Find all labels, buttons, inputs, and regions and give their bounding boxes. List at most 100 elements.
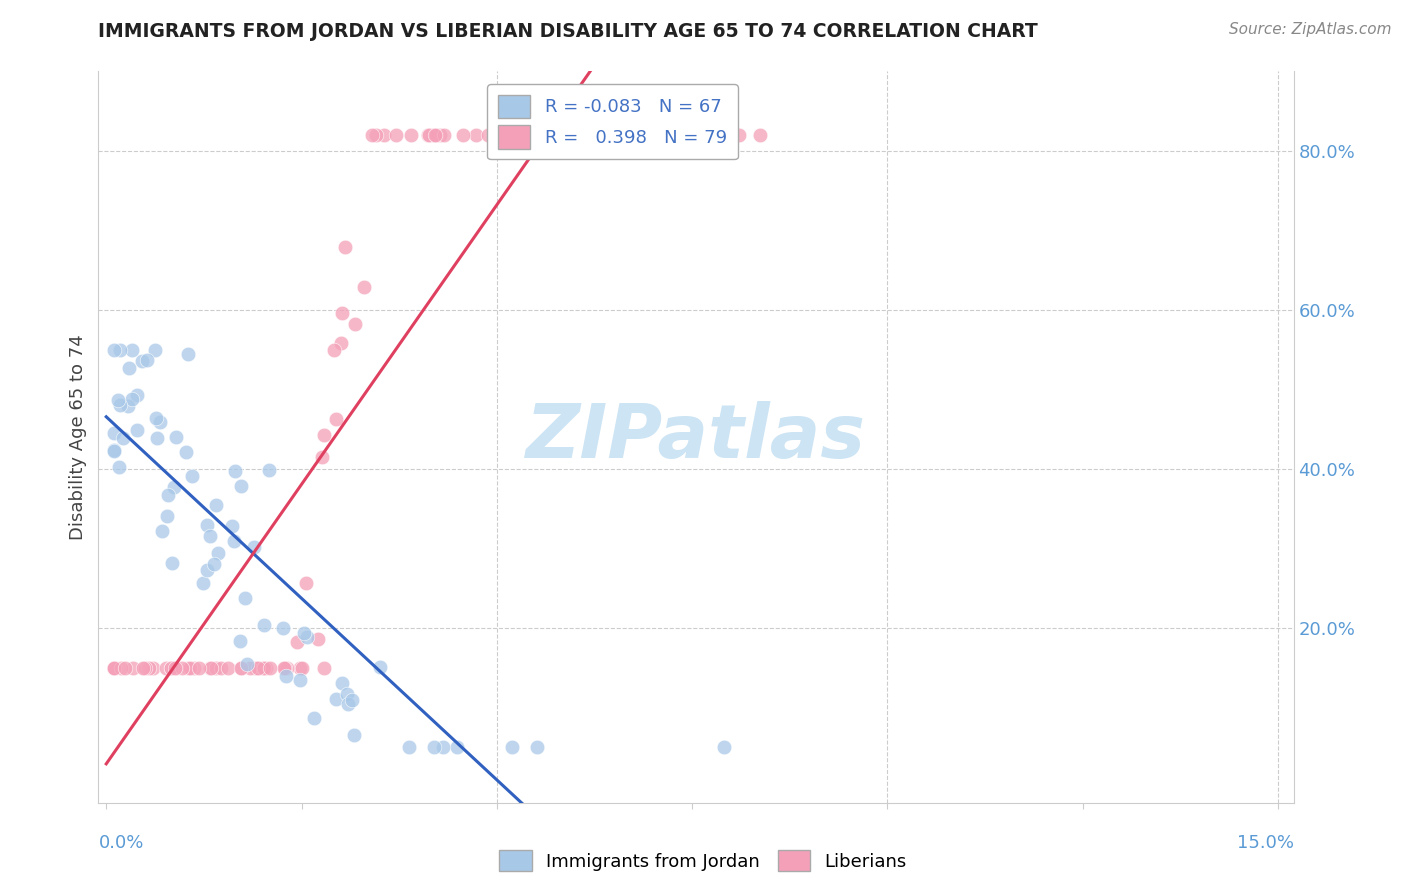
Point bbox=[273, 660, 295, 674]
Point bbox=[200, 660, 222, 674]
Point bbox=[131, 353, 153, 368]
Point bbox=[425, 128, 447, 142]
Point bbox=[526, 740, 548, 755]
Point bbox=[343, 727, 366, 741]
Text: 15.0%: 15.0% bbox=[1236, 834, 1294, 852]
Point bbox=[247, 660, 270, 674]
Point bbox=[174, 445, 197, 459]
Point bbox=[728, 128, 751, 142]
Point bbox=[118, 361, 141, 376]
Point bbox=[108, 343, 131, 357]
Point bbox=[446, 740, 468, 755]
Point bbox=[311, 450, 333, 465]
Point bbox=[177, 347, 200, 361]
Point bbox=[749, 128, 772, 142]
Point bbox=[108, 398, 131, 412]
Y-axis label: Disability Age 65 to 74: Disability Age 65 to 74 bbox=[69, 334, 87, 540]
Point bbox=[193, 575, 215, 590]
Point bbox=[103, 343, 125, 357]
Point bbox=[127, 423, 149, 437]
Point bbox=[108, 460, 131, 475]
Point bbox=[364, 128, 387, 142]
Point bbox=[198, 528, 221, 542]
Point bbox=[593, 128, 616, 142]
Point bbox=[416, 128, 439, 142]
Point bbox=[209, 660, 232, 674]
Point bbox=[145, 431, 167, 445]
Point bbox=[205, 499, 228, 513]
Point bbox=[274, 669, 297, 683]
Point bbox=[122, 660, 145, 674]
Point bbox=[121, 392, 143, 406]
Point bbox=[285, 635, 308, 649]
Point bbox=[271, 621, 294, 635]
Point bbox=[217, 660, 239, 674]
Point bbox=[132, 660, 155, 674]
Point bbox=[138, 660, 160, 674]
Point bbox=[195, 563, 218, 577]
Point bbox=[157, 488, 180, 502]
Point bbox=[160, 556, 183, 570]
Point bbox=[202, 558, 225, 572]
Legend: R = -0.083   N = 67, R =   0.398   N = 79: R = -0.083 N = 67, R = 0.398 N = 79 bbox=[486, 84, 738, 160]
Point bbox=[224, 534, 246, 549]
Point bbox=[432, 128, 454, 142]
Point bbox=[160, 660, 183, 674]
Point bbox=[103, 443, 125, 458]
Point bbox=[156, 508, 179, 523]
Point bbox=[495, 128, 517, 142]
Text: ZIPatlas: ZIPatlas bbox=[526, 401, 866, 474]
Point bbox=[522, 128, 544, 142]
Point bbox=[314, 660, 336, 674]
Point bbox=[425, 128, 447, 142]
Point bbox=[159, 660, 181, 674]
Point bbox=[385, 128, 408, 142]
Point bbox=[337, 697, 360, 711]
Point bbox=[422, 128, 444, 142]
Point bbox=[344, 317, 367, 331]
Point bbox=[292, 626, 315, 640]
Point bbox=[121, 343, 143, 357]
Point bbox=[103, 660, 125, 674]
Point bbox=[273, 660, 295, 674]
Point bbox=[253, 618, 276, 632]
Point bbox=[465, 128, 488, 142]
Point bbox=[197, 518, 219, 533]
Point bbox=[510, 128, 533, 142]
Point bbox=[368, 660, 391, 674]
Point bbox=[259, 660, 281, 674]
Point bbox=[163, 660, 186, 674]
Point bbox=[180, 468, 202, 483]
Point bbox=[340, 693, 363, 707]
Point bbox=[127, 387, 149, 401]
Point bbox=[330, 305, 353, 319]
Point bbox=[329, 336, 352, 351]
Point bbox=[373, 128, 395, 142]
Point bbox=[145, 411, 167, 425]
Text: IMMIGRANTS FROM JORDAN VS LIBERIAN DISABILITY AGE 65 TO 74 CORRELATION CHART: IMMIGRANTS FROM JORDAN VS LIBERIAN DISAB… bbox=[98, 22, 1038, 41]
Point bbox=[322, 343, 344, 357]
Point bbox=[257, 463, 280, 477]
Point bbox=[581, 128, 603, 142]
Point bbox=[200, 660, 222, 674]
Text: Source: ZipAtlas.com: Source: ZipAtlas.com bbox=[1229, 22, 1392, 37]
Point bbox=[142, 660, 165, 674]
Point bbox=[451, 128, 474, 142]
Point bbox=[290, 660, 312, 674]
Point bbox=[336, 687, 359, 701]
Point bbox=[295, 630, 318, 644]
Point bbox=[314, 428, 336, 442]
Point bbox=[325, 412, 347, 426]
Point bbox=[254, 660, 277, 674]
Point bbox=[353, 279, 375, 293]
Point bbox=[112, 431, 135, 445]
Point bbox=[103, 425, 125, 440]
Point bbox=[107, 392, 129, 407]
Point bbox=[187, 660, 209, 674]
Point bbox=[221, 518, 243, 533]
Point bbox=[399, 128, 422, 142]
Point bbox=[581, 128, 603, 142]
Point bbox=[103, 660, 125, 674]
Point bbox=[229, 660, 252, 674]
Legend: Immigrants from Jordan, Liberians: Immigrants from Jordan, Liberians bbox=[492, 843, 914, 879]
